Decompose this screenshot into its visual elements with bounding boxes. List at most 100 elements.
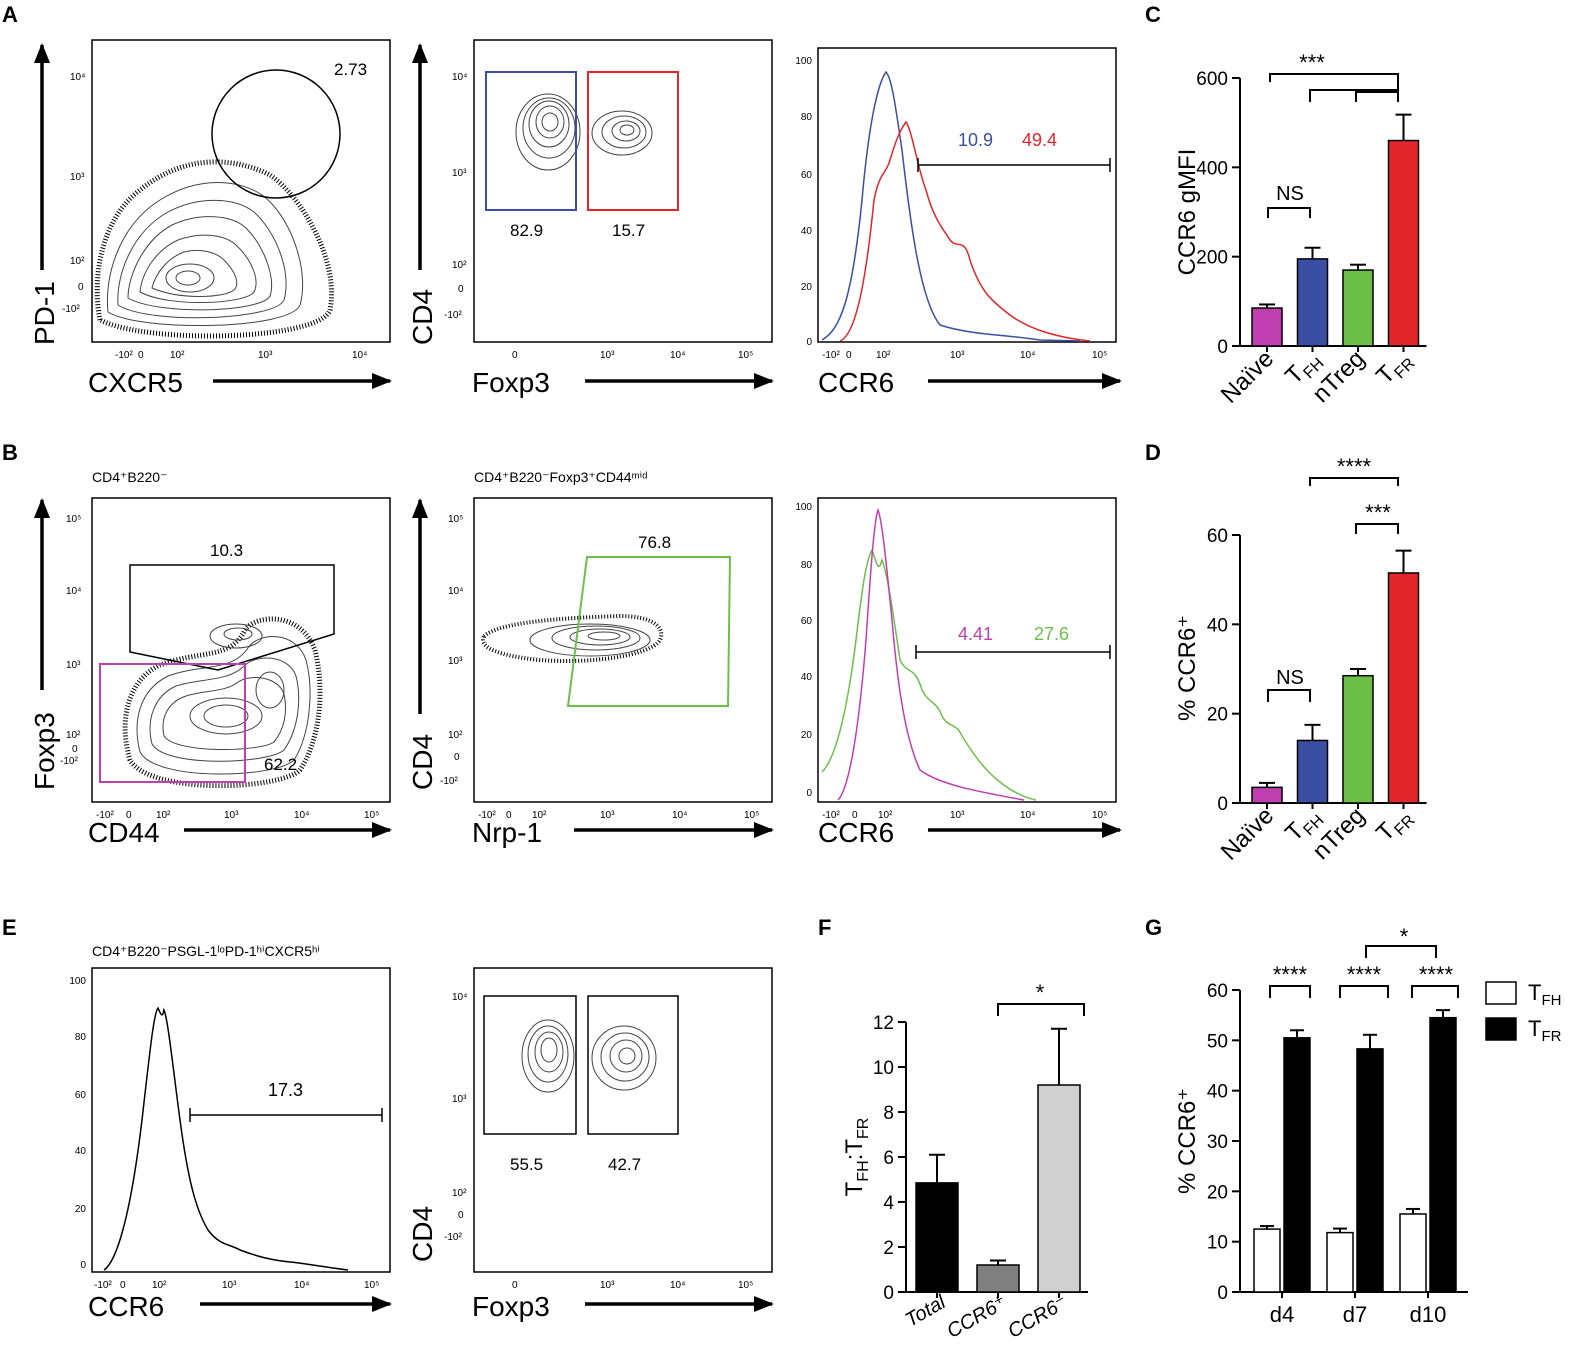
contour-plot-left (521, 1019, 575, 1093)
x-tick-label: CCR6⁻ (1004, 1291, 1071, 1343)
y-ticks: 100 80 60 40 20 0 (795, 502, 812, 799)
hist-frame (817, 47, 1117, 343)
y-tick: 20 (801, 730, 813, 741)
gate-circle (211, 69, 341, 199)
bar-tfr-d10 (1429, 1016, 1457, 1293)
x-tick: 10⁴ (1020, 810, 1035, 821)
y-tick: 0 (78, 282, 84, 293)
x-tick: 10³ (224, 810, 239, 821)
y-tick-label: 8 (883, 1103, 894, 1124)
flow-frame (473, 39, 773, 343)
panel-letter-b: B (2, 440, 18, 465)
sig-d-stars-1: **** (1337, 454, 1372, 479)
y-tick: 80 (801, 560, 813, 571)
y-axis-label-sub: FH (855, 1160, 872, 1181)
panel-e-flow-cd4-foxp3: 55.5 42.7 10⁴ 10³ 10² 0 -10² 0 10³ 10⁴ 1… (407, 967, 774, 1322)
y-tick: 20 (801, 282, 813, 293)
x-tick: 0 (846, 350, 852, 361)
x-tick: 0 (852, 810, 858, 821)
hist-frame (817, 497, 1117, 803)
y-ticks: 10⁵ 10⁴ 10³ 10² 0 -10² (60, 514, 81, 767)
bracket-g-top (1365, 945, 1437, 958)
y-axis-label-mid: :T (841, 1139, 868, 1161)
sig-d-stars-2: *** (1365, 500, 1391, 525)
x-tick: 10³ (600, 350, 615, 361)
x-tick-label: Total (902, 1291, 950, 1332)
legend-label: TFR (1528, 1016, 1562, 1045)
panel-b-histogram-ccr6: 4.41 27.6 100 80 60 40 20 0 -10² 0 10² 1… (795, 497, 1122, 848)
bracket-c-tfh-tfr (1309, 89, 1398, 102)
bracket-d-ntreg-tfr (1355, 523, 1399, 534)
x-tick: 10³ (950, 810, 965, 821)
y-axis-label: CCR6 gMFI (1174, 149, 1201, 276)
y-tick: 80 (75, 1032, 87, 1043)
x-tick: -10² (478, 810, 496, 821)
bar-nave (1251, 307, 1283, 347)
y-tick: 10⁵ (448, 514, 463, 525)
y-tick-label: 12 (873, 1013, 894, 1034)
gate-green (566, 556, 732, 707)
x-axis-label: CCR6 (88, 1291, 164, 1322)
panel-b-flow-foxp3-cd44: CD4⁺B220⁻ 10.3 62.2 10⁵ 10⁴ 10³ 10² 0 -1… (29, 469, 392, 848)
gate-red (587, 71, 679, 211)
sig-d-ns: NS (1276, 667, 1304, 689)
y-tick-label: 200 (1196, 248, 1228, 269)
x-ticks: -10² 0 10² 10³ 10⁴ 10⁵ (478, 810, 759, 821)
y-tick: 10⁴ (448, 586, 463, 597)
panel-letter-a: A (2, 2, 18, 27)
x-tick: 10⁴ (670, 1280, 685, 1291)
y-tick-label: 60 (1207, 526, 1228, 547)
panel-letter-f: F (818, 915, 831, 940)
bracket-f (997, 1003, 1085, 1016)
bar-ntreg (1342, 674, 1374, 804)
y-tick-label: 30 (1207, 1132, 1228, 1153)
y-tick: 10² (448, 730, 463, 741)
x-axis-label: CXCR5 (88, 367, 183, 398)
x-axis-label: CD44 (88, 817, 160, 848)
x-tick: 10⁵ (364, 1280, 379, 1291)
y-tick-label: 60 (1207, 981, 1228, 1002)
x-tick: -10² (822, 810, 840, 821)
legend-item-tfr: TFR (1485, 1016, 1562, 1045)
y-tick: 40 (75, 1146, 87, 1157)
y-tick: 10³ (448, 656, 463, 667)
sig-f-star: * (1036, 980, 1045, 1005)
gate-left-value: 55.5 (510, 1155, 543, 1174)
sig-c-stars: *** (1299, 50, 1325, 75)
bracket-c-ntreg-tfr (1355, 91, 1398, 102)
x-tick: 0 (506, 810, 512, 821)
flow-frame (473, 497, 773, 803)
plot-title: CD4⁺B220⁻ (92, 469, 167, 485)
hist-line-green (821, 548, 1037, 801)
legend-label-sub: FR (1541, 1028, 1561, 1045)
y-tick-label: 4 (883, 1193, 894, 1214)
bracket-g-d10 (1411, 985, 1459, 998)
y-tick: 0 (806, 337, 812, 348)
y-tick: -10² (60, 756, 78, 767)
bar-nave (1251, 786, 1283, 804)
y-tick: 0 (72, 744, 78, 755)
y-tick-label: 2 (883, 1238, 894, 1259)
panel-letter-g: G (1145, 915, 1162, 940)
hist-line-blue (821, 70, 1081, 342)
y-ticks: 10⁵ 10⁴ 10³ 10² 0 -10² (440, 514, 463, 787)
legend-swatch (1485, 981, 1517, 1005)
y-tick-label: 600 (1196, 69, 1228, 90)
contour-plot-right (591, 1025, 657, 1091)
x-tick: 10⁵ (364, 810, 379, 821)
y-tick: 0 (80, 1260, 86, 1271)
y-axis-label-sub: FR (855, 1118, 872, 1139)
x-axis-label: Foxp3 (472, 367, 550, 398)
y-tick: 0 (458, 1210, 464, 1221)
panel-a-histogram-ccr6: 10.9 49.4 100 80 60 40 20 0 -10² 0 10² 1… (795, 47, 1122, 398)
value-red: 49.4 (1022, 130, 1057, 150)
x-tick: 10² (156, 810, 171, 821)
y-tick: 10³ (452, 168, 467, 179)
x-tick: 10³ (600, 1280, 615, 1291)
y-ticks: 10⁴ 10³ 10² 0 -10² (444, 992, 467, 1243)
x-tick: 10² (876, 350, 891, 361)
x-tick: 10⁴ (294, 1280, 309, 1291)
bracket-d-tfh-tfr (1309, 477, 1399, 486)
